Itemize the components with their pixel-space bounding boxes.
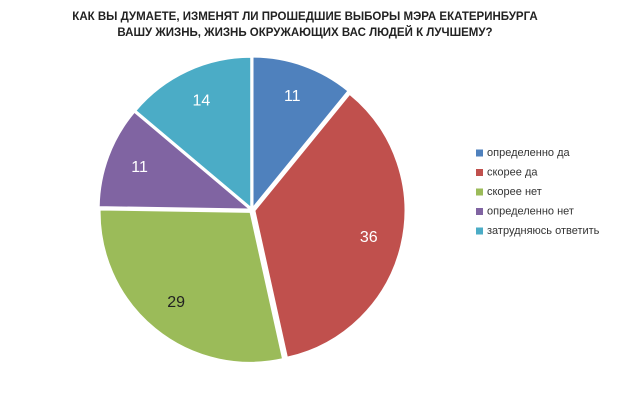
legend-swatch <box>476 188 483 196</box>
pie-slice <box>99 209 284 363</box>
value-label: 11 <box>284 88 301 105</box>
pie-slice <box>252 56 349 209</box>
legend-label: затрудняюсь ответить <box>487 225 600 237</box>
value-label: 14 <box>192 92 210 109</box>
legend-label: скорее да <box>487 166 538 178</box>
value-label: 36 <box>360 229 378 246</box>
value-label: 29 <box>167 294 185 311</box>
legend-label: определенно да <box>487 147 571 159</box>
chart-title: ВАШУ ЖИЗНЬ, ЖИЗНЬ ОКРУЖАЮЩИХ ВАС ЛЮДЕЙ К… <box>117 26 492 39</box>
legend-swatch <box>476 149 483 157</box>
pie-slice <box>135 56 252 209</box>
pie-slice <box>98 111 251 210</box>
legend-swatch <box>476 208 483 215</box>
pie-slice <box>254 93 406 358</box>
legend-swatch <box>476 227 483 235</box>
legend-swatch <box>476 169 483 176</box>
chart-title: КАК ВЫ ДУМАЕТЕ, ИЗМЕНЯТ ЛИ ПРОШЕДШИЕ ВЫБ… <box>72 11 537 23</box>
legend-label: определенно нет <box>487 205 574 217</box>
legend-label: скорее нет <box>487 186 542 198</box>
value-label: 11 <box>131 159 148 176</box>
